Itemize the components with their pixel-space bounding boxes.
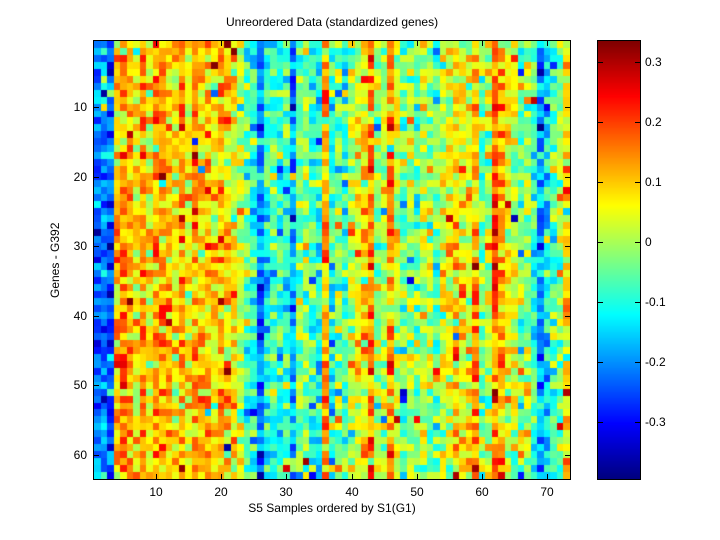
x-tick-mark bbox=[221, 474, 222, 479]
y-tick-mark bbox=[94, 246, 99, 247]
colorbar-tick-label: -0.2 bbox=[645, 355, 666, 369]
y-axis-label: Genes - G392 bbox=[48, 41, 64, 479]
x-tick-mark bbox=[156, 474, 157, 479]
y-tick-mark-right bbox=[565, 455, 570, 456]
y-tick-label: 20 bbox=[73, 170, 87, 184]
y-tick-mark bbox=[94, 107, 99, 108]
colorbar-tick-label: 0 bbox=[645, 235, 652, 249]
x-tick-mark-top bbox=[286, 41, 287, 46]
x-tick-mark-top bbox=[482, 41, 483, 46]
y-tick-mark-right bbox=[565, 107, 570, 108]
x-tick-mark-top bbox=[352, 41, 353, 46]
colorbar-tick-mark bbox=[598, 182, 603, 183]
colorbar-tick-mark-right bbox=[635, 62, 640, 63]
colorbar-tick-mark-right bbox=[635, 302, 640, 303]
x-tick-label: 70 bbox=[540, 485, 554, 499]
y-tick-mark-right bbox=[565, 177, 570, 178]
colorbar-tick-mark bbox=[598, 422, 603, 423]
y-axis-label-text: Genes - G392 bbox=[48, 222, 62, 298]
colorbar-tick-mark-right bbox=[635, 362, 640, 363]
colorbar-tick-mark bbox=[598, 122, 603, 123]
colorbar-tick-mark-right bbox=[635, 122, 640, 123]
y-tick-mark bbox=[94, 455, 99, 456]
colorbar-tick-label: 0.2 bbox=[645, 115, 662, 129]
chart-title: Unreordered Data (standardized genes) bbox=[225, 15, 439, 29]
x-tick-label: 50 bbox=[410, 485, 424, 499]
y-tick-label: 10 bbox=[73, 100, 87, 114]
x-tick-label: 30 bbox=[279, 485, 293, 499]
x-tick-label: 10 bbox=[149, 485, 163, 499]
y-tick-label: 30 bbox=[73, 239, 87, 253]
x-tick-label: 20 bbox=[214, 485, 228, 499]
colorbar-tick-mark-right bbox=[635, 422, 640, 423]
colorbar-tick-mark-right bbox=[635, 182, 640, 183]
y-tick-mark bbox=[94, 177, 99, 178]
colorbar-gradient bbox=[598, 41, 640, 479]
x-tick-mark-top bbox=[417, 41, 418, 46]
y-tick-label: 40 bbox=[73, 309, 87, 323]
colorbar-tick-mark bbox=[598, 362, 603, 363]
heatmap-image bbox=[94, 41, 570, 479]
x-tick-mark bbox=[547, 474, 548, 479]
y-tick-mark bbox=[94, 385, 99, 386]
x-tick-mark-top bbox=[547, 41, 548, 46]
x-tick-mark-top bbox=[221, 41, 222, 46]
x-tick-mark bbox=[352, 474, 353, 479]
x-tick-mark bbox=[286, 474, 287, 479]
colorbar-tick-label: 0.1 bbox=[645, 175, 662, 189]
colorbar-tick-label: -0.3 bbox=[645, 415, 666, 429]
x-tick-label: 40 bbox=[345, 485, 359, 499]
y-tick-mark-right bbox=[565, 385, 570, 386]
x-tick-mark-top bbox=[156, 41, 157, 46]
y-tick-mark bbox=[94, 316, 99, 317]
colorbar-tick-mark bbox=[598, 302, 603, 303]
x-tick-mark bbox=[417, 474, 418, 479]
x-tick-label: 60 bbox=[475, 485, 489, 499]
colorbar-tick-mark bbox=[598, 242, 603, 243]
x-tick-mark bbox=[482, 474, 483, 479]
y-tick-mark-right bbox=[565, 316, 570, 317]
y-tick-label: 60 bbox=[73, 448, 87, 462]
colorbar-tick-label: -0.1 bbox=[645, 295, 666, 309]
y-tick-label: 50 bbox=[73, 378, 87, 392]
y-tick-mark-right bbox=[565, 246, 570, 247]
colorbar-tick-label: 0.3 bbox=[645, 55, 662, 69]
colorbar-tick-mark-right bbox=[635, 242, 640, 243]
x-axis-label: S5 Samples ordered by S1(G1) bbox=[248, 501, 416, 515]
colorbar-tick-mark bbox=[598, 62, 603, 63]
